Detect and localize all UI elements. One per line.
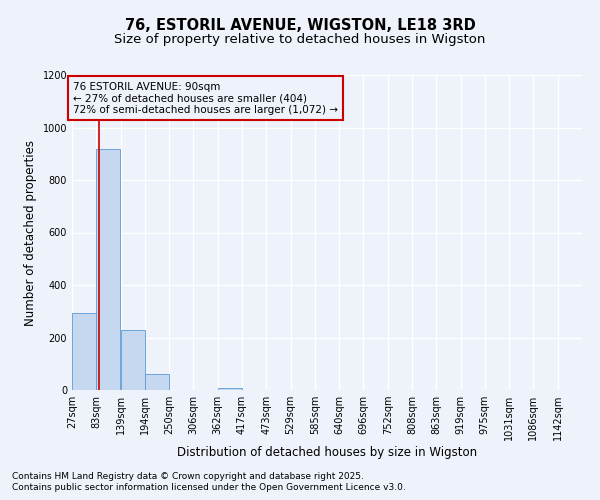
Bar [218,388,242,390]
Text: 76, ESTORIL AVENUE, WIGSTON, LE18 3RD: 76, ESTORIL AVENUE, WIGSTON, LE18 3RD [125,18,475,32]
Bar [97,148,121,390]
Text: Contains public sector information licensed under the Open Government Licence v3: Contains public sector information licen… [12,484,406,492]
X-axis label: Distribution of detached houses by size in Wigston: Distribution of detached houses by size … [177,446,477,459]
Text: Size of property relative to detached houses in Wigston: Size of property relative to detached ho… [115,32,485,46]
Y-axis label: Number of detached properties: Number of detached properties [24,140,37,326]
Bar [145,374,169,390]
Bar [121,330,145,390]
Bar [72,312,96,390]
Text: Contains HM Land Registry data © Crown copyright and database right 2025.: Contains HM Land Registry data © Crown c… [12,472,364,481]
Text: 76 ESTORIL AVENUE: 90sqm
← 27% of detached houses are smaller (404)
72% of semi-: 76 ESTORIL AVENUE: 90sqm ← 27% of detach… [73,82,338,115]
